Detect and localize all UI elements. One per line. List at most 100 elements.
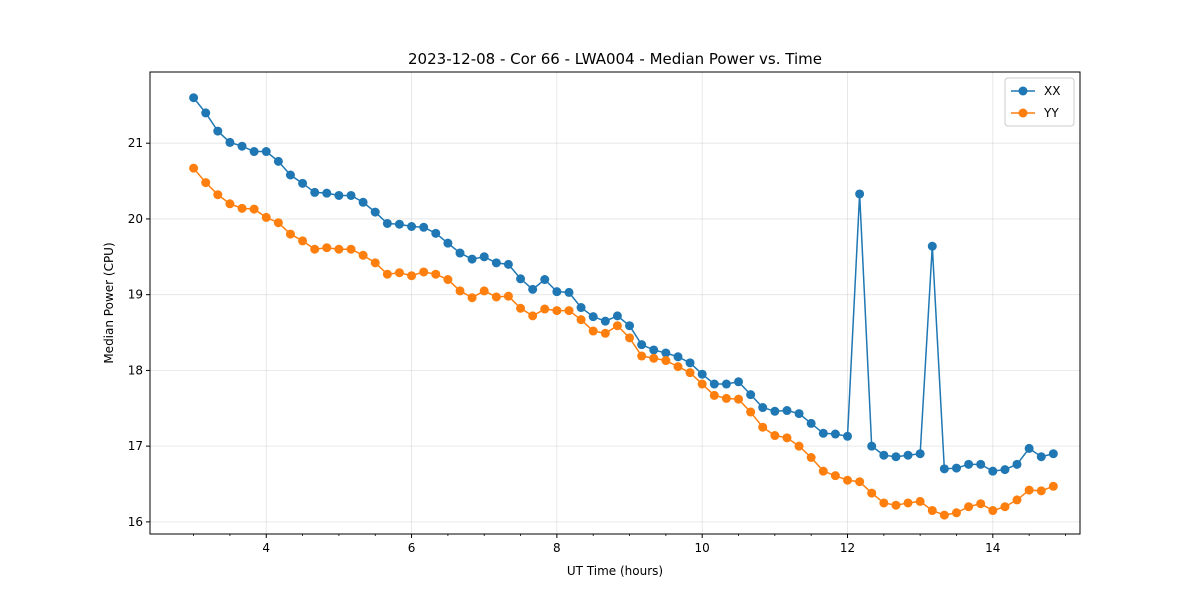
- data-point-xx: [625, 321, 635, 331]
- y-axis: 16 17 18 19 20 21: [128, 136, 150, 529]
- data-point-yy: [201, 178, 211, 188]
- data-point-yy: [734, 394, 744, 404]
- data-point-yy: [1036, 486, 1046, 496]
- data-point-xx: [661, 348, 671, 358]
- data-point-xx: [770, 406, 780, 416]
- data-point-yy: [721, 393, 731, 403]
- data-point-xx: [249, 147, 259, 157]
- data-point-xx: [310, 187, 320, 197]
- data-point-yy: [964, 502, 974, 512]
- data-point-yy: [237, 203, 247, 213]
- data-point-yy: [370, 258, 380, 268]
- data-point-xx: [237, 141, 247, 151]
- data-point-xx: [334, 190, 344, 200]
- data-point-yy: [612, 321, 622, 331]
- y-tick-label: 19: [128, 288, 143, 302]
- y-tick-label: 18: [128, 363, 143, 377]
- data-point-xx: [516, 274, 526, 284]
- data-point-xx: [734, 377, 744, 387]
- data-point-xx: [443, 238, 453, 248]
- data-point-yy: [903, 498, 913, 508]
- data-point-xx: [855, 189, 865, 199]
- data-point-yy: [564, 306, 574, 316]
- data-point-yy: [637, 351, 647, 361]
- data-point-xx: [540, 275, 550, 285]
- legend-label-yy: YY: [1043, 106, 1059, 120]
- data-point-yy: [443, 275, 453, 285]
- data-point-yy: [843, 475, 852, 485]
- data-point-yy: [661, 356, 671, 366]
- x-tick-label: 8: [553, 541, 561, 555]
- data-point-yy: [503, 291, 513, 301]
- data-point-xx: [976, 459, 986, 469]
- y-tick-label: 20: [128, 212, 143, 226]
- data-point-yy: [855, 477, 865, 487]
- data-point-yy: [540, 304, 550, 314]
- data-point-yy: [382, 269, 392, 279]
- chart-title: 2023-12-08 - Cor 66 - LWA004 - Median Po…: [408, 50, 822, 68]
- data-point-xx: [588, 312, 598, 322]
- data-point-xx: [285, 170, 295, 180]
- data-point-yy: [709, 390, 719, 400]
- data-point-xx: [746, 390, 756, 400]
- data-point-yy: [310, 244, 320, 254]
- data-point-yy: [673, 362, 683, 372]
- data-point-yy: [939, 510, 949, 520]
- grid: [150, 72, 1080, 534]
- data-point-xx: [419, 222, 429, 232]
- data-point-xx: [189, 93, 199, 103]
- data-point-xx: [915, 449, 925, 459]
- data-point-yy: [358, 250, 368, 260]
- data-point-yy: [285, 229, 295, 239]
- data-point-yy: [600, 328, 610, 338]
- data-point-yy: [189, 163, 199, 173]
- data-point-yy: [346, 244, 356, 254]
- data-point-yy: [225, 199, 235, 209]
- x-tick-label: 6: [408, 541, 416, 555]
- legend-label-xx: XX: [1044, 84, 1060, 98]
- data-point-xx: [213, 126, 223, 136]
- data-point-yy: [467, 293, 477, 303]
- data-point-xx: [600, 316, 610, 326]
- data-point-xx: [794, 409, 804, 419]
- data-point-xx: [951, 463, 961, 473]
- data-point-xx: [431, 228, 441, 238]
- data-point-yy: [1048, 481, 1058, 491]
- legend-marker-yy: [1018, 108, 1028, 118]
- data-point-yy: [491, 292, 501, 302]
- data-point-xx: [830, 429, 840, 439]
- data-point-yy: [407, 271, 417, 281]
- data-point-xx: [382, 218, 392, 228]
- data-point-xx: [685, 358, 695, 368]
- data-point-yy: [758, 422, 768, 432]
- data-point-yy: [516, 303, 526, 313]
- data-point-yy: [976, 499, 986, 509]
- data-point-xx: [891, 452, 901, 462]
- data-point-xx: [261, 147, 271, 157]
- data-point-yy: [1000, 502, 1010, 512]
- data-point-yy: [261, 212, 271, 222]
- plot-frame: [149, 71, 1081, 535]
- y-tick-label: 21: [128, 136, 143, 150]
- data-point-xx: [867, 441, 877, 451]
- data-point-yy: [685, 368, 695, 378]
- data-point-xx: [721, 379, 731, 389]
- data-point-xx: [806, 418, 816, 428]
- data-point-yy: [806, 453, 816, 463]
- data-point-xx: [964, 459, 974, 469]
- data-point-yy: [625, 333, 635, 343]
- data-point-yy: [915, 496, 925, 506]
- data-point-yy: [649, 353, 659, 363]
- data-point-xx: [879, 450, 889, 460]
- legend: XX YY: [1004, 77, 1075, 127]
- data-point-xx: [225, 137, 235, 147]
- data-point-yy: [588, 326, 598, 336]
- data-point-yy: [528, 311, 538, 321]
- data-point-yy: [951, 508, 961, 518]
- x-tick-label: 12: [840, 541, 855, 555]
- data-point-xx: [1048, 449, 1058, 459]
- data-point-xx: [346, 190, 356, 200]
- x-axis-label: UT Time (hours): [567, 564, 663, 578]
- data-point-xx: [407, 222, 417, 232]
- data-point-yy: [334, 244, 344, 254]
